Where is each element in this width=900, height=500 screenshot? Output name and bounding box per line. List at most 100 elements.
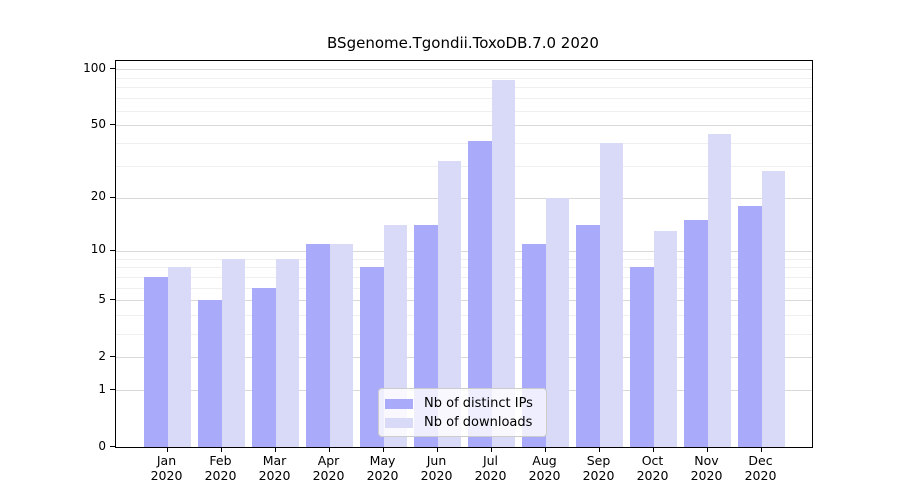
minor-gridline [116, 333, 812, 335]
x-tick-year: 2020 [258, 468, 291, 483]
x-tick [220, 447, 222, 452]
x-tick-label: Mar 2020 [245, 453, 305, 483]
legend-item-downloads: Nb of downloads [385, 415, 533, 430]
bar-downloads [221, 258, 245, 447]
bar-downloads [329, 243, 353, 447]
y-tick-label: 2 [98, 348, 106, 363]
minor-gridline [116, 98, 812, 100]
bar-downloads [545, 197, 569, 447]
bar-downloads [761, 171, 785, 447]
x-tick-year: 2020 [150, 468, 183, 483]
y-tick-label: 5 [98, 291, 106, 306]
x-tick [706, 447, 708, 452]
major-gridline [116, 300, 812, 302]
chart-title: BSgenome.Tgondii.ToxoDB.7.0 2020 [327, 34, 599, 52]
x-tick-month: Jun [426, 453, 447, 468]
minor-gridline [116, 267, 812, 269]
x-tick-month: Sep [586, 453, 611, 468]
x-tick-year: 2020 [582, 468, 615, 483]
x-tick-label: Jul 2020 [461, 453, 521, 483]
bar-downloads [491, 79, 515, 447]
minor-gridline [116, 315, 812, 317]
legend-swatch-distinct-ips [385, 398, 413, 409]
x-tick-label: Dec 2020 [731, 453, 791, 483]
x-tick-month: Apr [317, 453, 340, 468]
x-tick-year: 2020 [690, 468, 723, 483]
y-tick-label: 20 [90, 189, 106, 204]
bar-downloads [599, 143, 623, 447]
minor-gridline [116, 87, 812, 89]
legend-item-distinct-ips: Nb of distinct IPs [385, 396, 533, 411]
x-tick-label: Jan 2020 [137, 453, 197, 483]
x-tick-month: Aug [532, 453, 557, 468]
x-tick-month: Dec [748, 453, 773, 468]
x-tick-label: Aug 2020 [515, 453, 575, 483]
bar-downloads [437, 160, 461, 447]
y-tick-label: 100 [83, 60, 106, 75]
x-tick-year: 2020 [528, 468, 561, 483]
x-tick-year: 2020 [420, 468, 453, 483]
x-tick-year: 2020 [636, 468, 669, 483]
bar-downloads [707, 133, 731, 447]
bar-distinct-ips [252, 287, 276, 447]
minor-gridline [116, 143, 812, 145]
minor-gridline [116, 110, 812, 112]
minor-gridline [116, 258, 812, 260]
x-tick-year: 2020 [312, 468, 345, 483]
x-tick-month: Feb [209, 453, 232, 468]
y-tick-label: 0 [98, 438, 106, 453]
plot-area [115, 60, 813, 448]
bar-distinct-ips [468, 141, 492, 447]
x-tick [652, 447, 654, 452]
x-tick [274, 447, 276, 452]
x-tick-label: Nov 2020 [677, 453, 737, 483]
x-tick [328, 447, 330, 452]
x-tick-label: Apr 2020 [299, 453, 359, 483]
y-tick [110, 356, 115, 358]
x-tick-month: May [369, 453, 396, 468]
bar-distinct-ips [630, 267, 654, 447]
y-tick-label: 1 [98, 381, 106, 396]
major-gridline [116, 69, 812, 71]
bar-downloads [653, 231, 677, 447]
bar-distinct-ips [198, 300, 222, 447]
legend: Nb of distinct IPs Nb of downloads [378, 388, 547, 437]
y-tick [110, 124, 115, 126]
y-tick [110, 299, 115, 301]
x-tick [490, 447, 492, 452]
x-tick-month: Nov [694, 453, 719, 468]
y-tick [110, 446, 115, 447]
x-tick-month: Jan [156, 453, 177, 468]
legend-label-distinct-ips: Nb of distinct IPs [424, 396, 533, 411]
x-tick [598, 447, 600, 452]
minor-gridline [116, 77, 812, 79]
y-tick-label: 10 [90, 242, 106, 257]
x-tick-year: 2020 [366, 468, 399, 483]
major-gridline [116, 357, 812, 359]
x-tick-label: Oct 2020 [623, 453, 683, 483]
x-tick [760, 447, 762, 452]
x-tick-label: May 2020 [353, 453, 413, 483]
x-tick-month: Oct [641, 453, 664, 468]
x-tick-label: Jun 2020 [407, 453, 467, 483]
bar-distinct-ips [576, 225, 600, 447]
bar-distinct-ips [360, 267, 384, 447]
y-tick [110, 389, 115, 391]
minor-gridline [116, 165, 812, 167]
major-gridline [116, 250, 812, 252]
x-tick-year: 2020 [744, 468, 777, 483]
y-tick [110, 68, 115, 70]
y-tick-label: 50 [90, 116, 106, 131]
x-tick-month: Jul [482, 453, 499, 468]
bar-distinct-ips [738, 206, 762, 447]
y-tick [110, 249, 115, 251]
minor-gridline [116, 276, 812, 278]
x-tick-year: 2020 [474, 468, 507, 483]
bar-distinct-ips [684, 220, 708, 447]
x-tick-label: Sep 2020 [569, 453, 629, 483]
legend-label-downloads: Nb of downloads [424, 415, 533, 430]
y-tick [110, 196, 115, 198]
legend-swatch-downloads [385, 417, 413, 428]
x-tick [382, 447, 384, 452]
